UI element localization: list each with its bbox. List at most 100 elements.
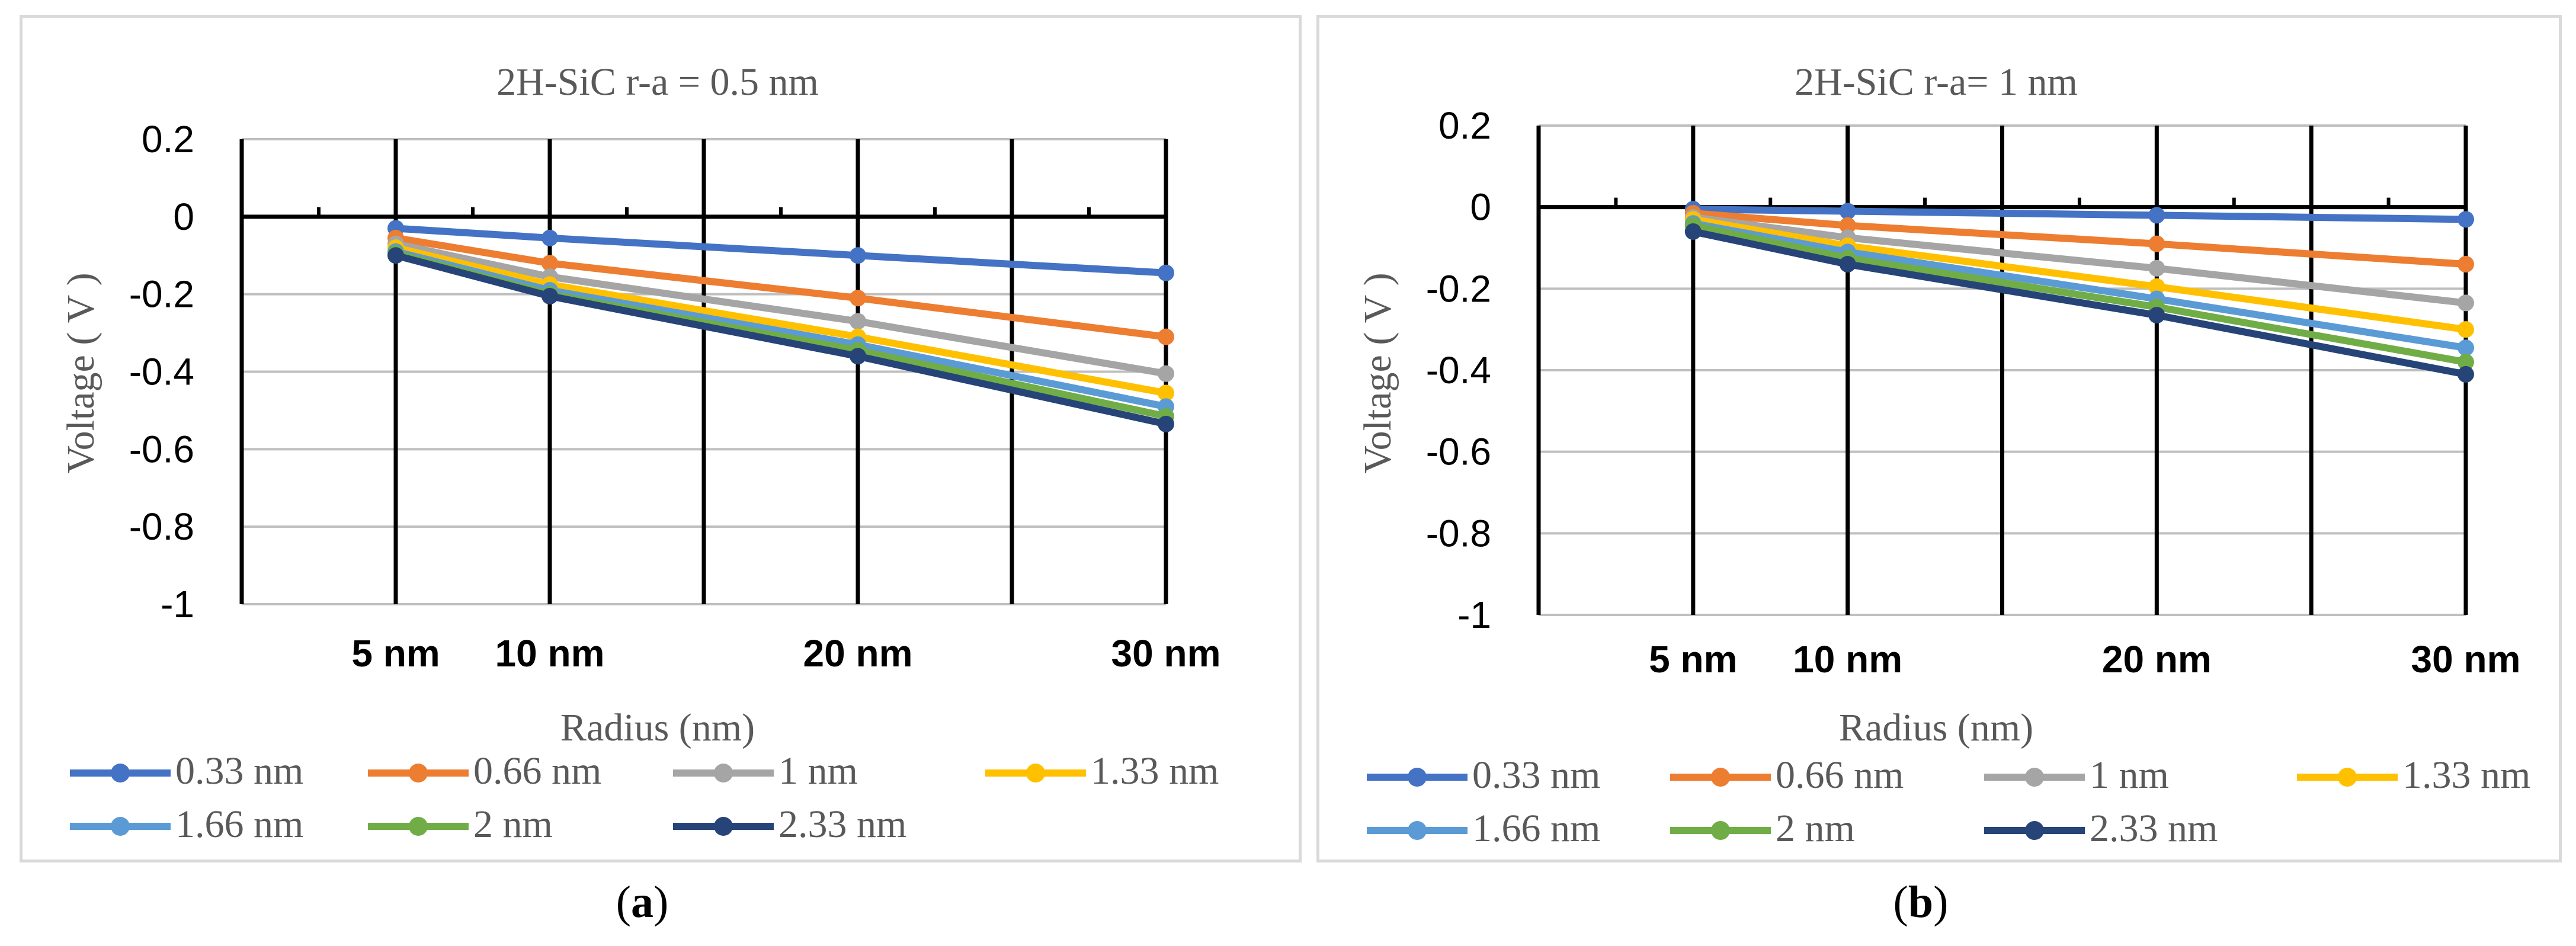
chart-b-x-tick-label: 5 nm xyxy=(1649,638,1737,681)
chart-b-series-line-2 xyxy=(1693,213,2466,307)
chart-b-point-1 xyxy=(2458,256,2474,273)
chart-a-title: 2H-SiC r-a = 0.5 nm xyxy=(496,60,819,104)
chart-b-y-tick-label: -0.2 xyxy=(1426,267,1491,310)
chart-a-point-2 xyxy=(850,313,866,330)
chart-a-series-line-1 xyxy=(395,234,1167,341)
chart-b-legend-marker xyxy=(2025,821,2044,840)
chart-b-legend-label: 2 nm xyxy=(1776,807,1855,850)
chart-a-series-line-0 xyxy=(395,225,1167,277)
chart-a-point-0 xyxy=(542,229,558,246)
chart-a-point-6 xyxy=(1158,415,1174,432)
chart-b-point-6 xyxy=(2148,307,2165,324)
chart-b-legend-marker xyxy=(1711,768,1730,787)
chart-b-x-tick-label: 20 nm xyxy=(2102,638,2212,681)
chart-b-legend-label: 0.66 nm xyxy=(1776,753,1904,797)
chart-a-legend-marker xyxy=(111,764,130,783)
chart-a-y-tick-label: 0.2 xyxy=(142,118,194,161)
chart-a-x-tick-label: 20 nm xyxy=(803,632,913,675)
caption-a: (a) xyxy=(616,877,669,927)
chart-b-y-tick-label: 0 xyxy=(1470,186,1491,229)
chart-a-y-tick-label: -0.2 xyxy=(129,273,194,316)
chart-a-legend-marker xyxy=(1026,764,1045,783)
chart-a-point-6 xyxy=(542,287,558,304)
chart-b-point-0 xyxy=(2148,207,2165,224)
chart-a-point-1 xyxy=(1158,328,1174,345)
chart-b-legend-marker xyxy=(1408,768,1427,787)
chart-b-point-3 xyxy=(2458,321,2474,338)
chart-b-series-line-3 xyxy=(1692,216,2466,333)
chart-b-y-tick-label: 0.2 xyxy=(1438,104,1491,147)
chart-b-point-0 xyxy=(1839,203,1856,220)
chart-a-y-tick-label: -0.6 xyxy=(129,428,194,470)
chart-b-legend-marker xyxy=(2025,768,2044,787)
caption-b: (b) xyxy=(1893,877,1949,927)
chart-a-legend-marker xyxy=(714,817,733,836)
chart-b-point-6 xyxy=(1684,223,1702,240)
chart-a-point-2 xyxy=(1158,365,1174,382)
chart-a-point-6 xyxy=(387,247,404,264)
chart-b-y-tick-label: -0.4 xyxy=(1426,349,1491,392)
chart-b-point-1 xyxy=(2148,235,2165,252)
chart-b-y-tick-label: -0.6 xyxy=(1426,431,1491,473)
chart-b-legend-label: 1.33 nm xyxy=(2402,753,2530,797)
chart-b-point-0 xyxy=(2458,211,2474,228)
chart-b-point-1 xyxy=(1839,217,1856,234)
chart-a-legend-label: 2 nm xyxy=(473,803,553,846)
chart-a-legend-label: 0.66 nm xyxy=(473,749,601,793)
chart-a-legend-marker xyxy=(409,817,428,836)
chart-a-y-tick-label: -1 xyxy=(161,583,194,626)
chart-b-legend-marker xyxy=(2338,768,2357,787)
chart-a-y-tick-label: -0.4 xyxy=(129,351,194,393)
chart-a-point-1 xyxy=(850,290,866,307)
chart-b-point-3 xyxy=(2148,278,2165,295)
chart-b-point-2 xyxy=(2148,259,2165,277)
chart-a-x-tick-label: 10 nm xyxy=(495,632,605,675)
chart-b-series-line-4 xyxy=(1692,220,2466,352)
chart-panel-a: 2H-SiC r-a = 0.5 nm 0.2 0 -0.2 -0.4 -0.6 -0.8 -… xyxy=(20,15,1302,862)
chart-a-series-line-2 xyxy=(395,240,1167,377)
chart-a-point-1 xyxy=(542,255,558,272)
chart-a-x-tick-label: 30 nm xyxy=(1111,632,1221,675)
chart-b-svg: 2H-SiC r-a= 1 nm 0.2 0 -0.2 -0.4 -0.6 -0.8 -1 5 … xyxy=(1356,60,2530,850)
chart-a-legend-marker xyxy=(409,764,428,783)
chart-b-legend-label: 1.66 nm xyxy=(1472,807,1600,850)
chart-a-svg: 2H-SiC r-a = 0.5 nm 0.2 0 -0.2 -0.4 -0.6 -0.8 -… xyxy=(59,60,1221,846)
chart-b-legend-marker xyxy=(1711,821,1730,840)
chart-b-point-5 xyxy=(2458,354,2474,371)
chart-a-point-0 xyxy=(850,247,866,264)
chart-b-series-line-6 xyxy=(1692,228,2467,378)
chart-a-legend-label: 2.33 nm xyxy=(778,803,906,846)
chart-a-legend-label: 0.33 nm xyxy=(175,749,303,793)
chart-a-point-0 xyxy=(1158,264,1174,281)
chart-b-y-tick-label: -1 xyxy=(1457,594,1491,636)
chart-panel-b: 2H-SiC r-a= 1 nm 0.2 0 -0.2 -0.4 -0.6 -0.8 -1 5 … xyxy=(1316,15,2562,862)
chart-a-legend-marker xyxy=(111,817,130,836)
chart-b-title: 2H-SiC r-a= 1 nm xyxy=(1795,60,2078,104)
caption-a-letter: a xyxy=(631,877,653,927)
chart-b-series-line-1 xyxy=(1693,210,2466,268)
chart-b-x-axis-label: Radius (nm) xyxy=(1839,706,2033,749)
chart-b-legend-label: 1 nm xyxy=(2090,753,2169,797)
chart-a-x-tick-label: 5 nm xyxy=(351,632,440,675)
chart-a-legend-label: 1 nm xyxy=(778,749,858,793)
chart-a-x-axis-label: Radius (nm) xyxy=(560,706,755,749)
chart-a-legend-label: 1.66 nm xyxy=(175,803,303,846)
chart-b-point-6 xyxy=(2458,365,2474,383)
chart-b-point-4 xyxy=(2458,339,2474,357)
caption-b-letter: b xyxy=(1908,877,1934,927)
chart-b-point-2 xyxy=(2458,294,2474,312)
chart-a-point-3 xyxy=(1158,384,1174,402)
chart-b-point-6 xyxy=(1839,256,1856,273)
chart-a-series-line-6 xyxy=(395,252,1167,428)
chart-a-y-tick-label: -0.8 xyxy=(129,505,194,548)
chart-b-legend-label: 0.33 nm xyxy=(1472,753,1600,797)
chart-a-legend-label: 1.33 nm xyxy=(1091,749,1219,793)
chart-b-series-line-5 xyxy=(1692,222,2467,366)
chart-b-y-tick-label: -0.8 xyxy=(1426,512,1491,554)
chart-b-y-axis-label: Voltage ( V ) xyxy=(1356,272,1399,473)
chart-b-legend-marker xyxy=(1408,821,1427,840)
chart-a-legend-marker xyxy=(714,764,733,783)
chart-a-y-tick-label: 0 xyxy=(173,195,194,238)
chart-a-y-axis-label: Voltage ( V ) xyxy=(59,272,102,473)
chart-a-point-6 xyxy=(850,348,866,365)
